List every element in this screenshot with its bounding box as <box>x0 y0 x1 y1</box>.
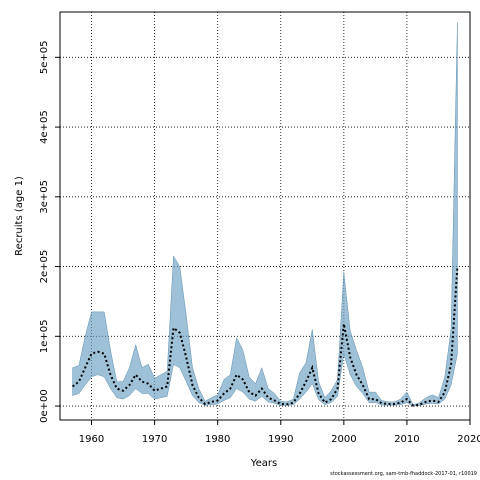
footer-note: stockassessment.org, sam-tmb-fhaddock-20… <box>330 471 477 477</box>
confidence-band <box>72 22 458 407</box>
x-tick-label-5: 2010 <box>394 434 419 445</box>
y-tick-label-0: 0e+00 <box>39 389 50 423</box>
x-tick-label-4: 2000 <box>331 434 356 445</box>
y-tick-label-2: 2e+05 <box>39 250 50 284</box>
y-axis: 0e+00 1e+05 2e+05 3e+05 4e+05 5e+05 <box>39 40 60 423</box>
y-tick-label-5: 5e+05 <box>39 40 50 74</box>
x-tick-label-2: 1980 <box>205 434 230 445</box>
x-tick-label-6: 2020 <box>457 434 480 445</box>
estimate-line <box>71 266 459 407</box>
grid-lines <box>60 12 470 420</box>
y-axis-title: Recruits (age 1) <box>14 176 25 256</box>
x-tick-label-0: 1960 <box>79 434 104 445</box>
y-tick-label-4: 4e+05 <box>39 110 50 144</box>
x-axis: 1960 1970 1980 1990 2000 2010 2020 <box>79 419 480 445</box>
y-tick-label-1: 1e+05 <box>39 319 50 353</box>
x-tick-label-3: 1990 <box>268 434 293 445</box>
x-axis-title: Years <box>250 458 277 469</box>
plot-frame <box>59 11 471 421</box>
y-tick-label-3: 3e+05 <box>39 180 50 214</box>
x-tick-label-1: 1970 <box>142 434 167 445</box>
